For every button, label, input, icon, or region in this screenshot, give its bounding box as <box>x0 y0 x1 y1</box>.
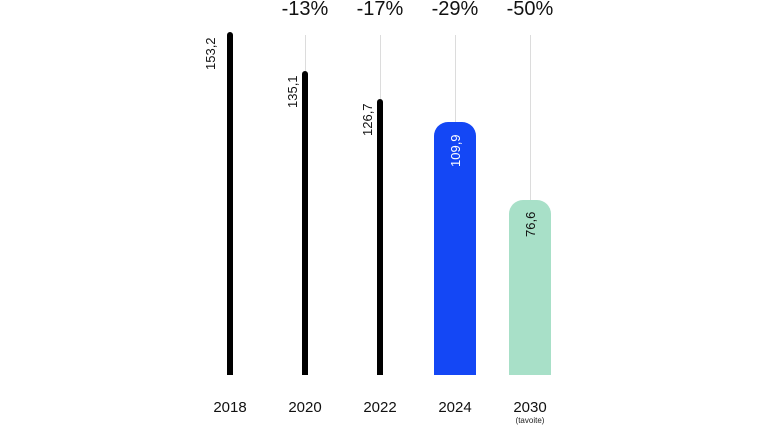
target-sublabel-2030: (tavoite) <box>515 416 545 425</box>
year-label-2018: 2018 <box>213 399 247 416</box>
value-label-2020: 135,1 <box>285 75 300 108</box>
bar-2022 <box>377 99 383 375</box>
value-label-2030: 76,6 <box>523 211 538 237</box>
bar-2020 <box>302 71 308 375</box>
bar-2018 <box>227 32 233 375</box>
year-label-2022: 2022 <box>363 399 397 416</box>
change-label-2024: -29% <box>431 0 479 20</box>
value-label-2022: 126,7 <box>360 103 375 136</box>
bar-2024 <box>434 122 476 375</box>
change-label-2022: -17% <box>356 0 404 20</box>
value-label-2018: 153,2 <box>203 37 218 70</box>
guide-line-2022 <box>379 35 381 99</box>
guide-line-2020 <box>304 35 306 71</box>
bar-2030 <box>509 200 551 375</box>
year-label-2024: 2024 <box>438 399 472 416</box>
guide-line-2024 <box>454 35 456 123</box>
year-label-2030: 2030 <box>513 399 547 416</box>
change-label-2030: -50% <box>506 0 554 20</box>
value-label-2024: 109,9 <box>448 134 463 167</box>
change-label-2020: -13% <box>281 0 329 20</box>
guide-line-2030 <box>529 35 531 201</box>
year-label-2020: 2020 <box>288 399 322 416</box>
